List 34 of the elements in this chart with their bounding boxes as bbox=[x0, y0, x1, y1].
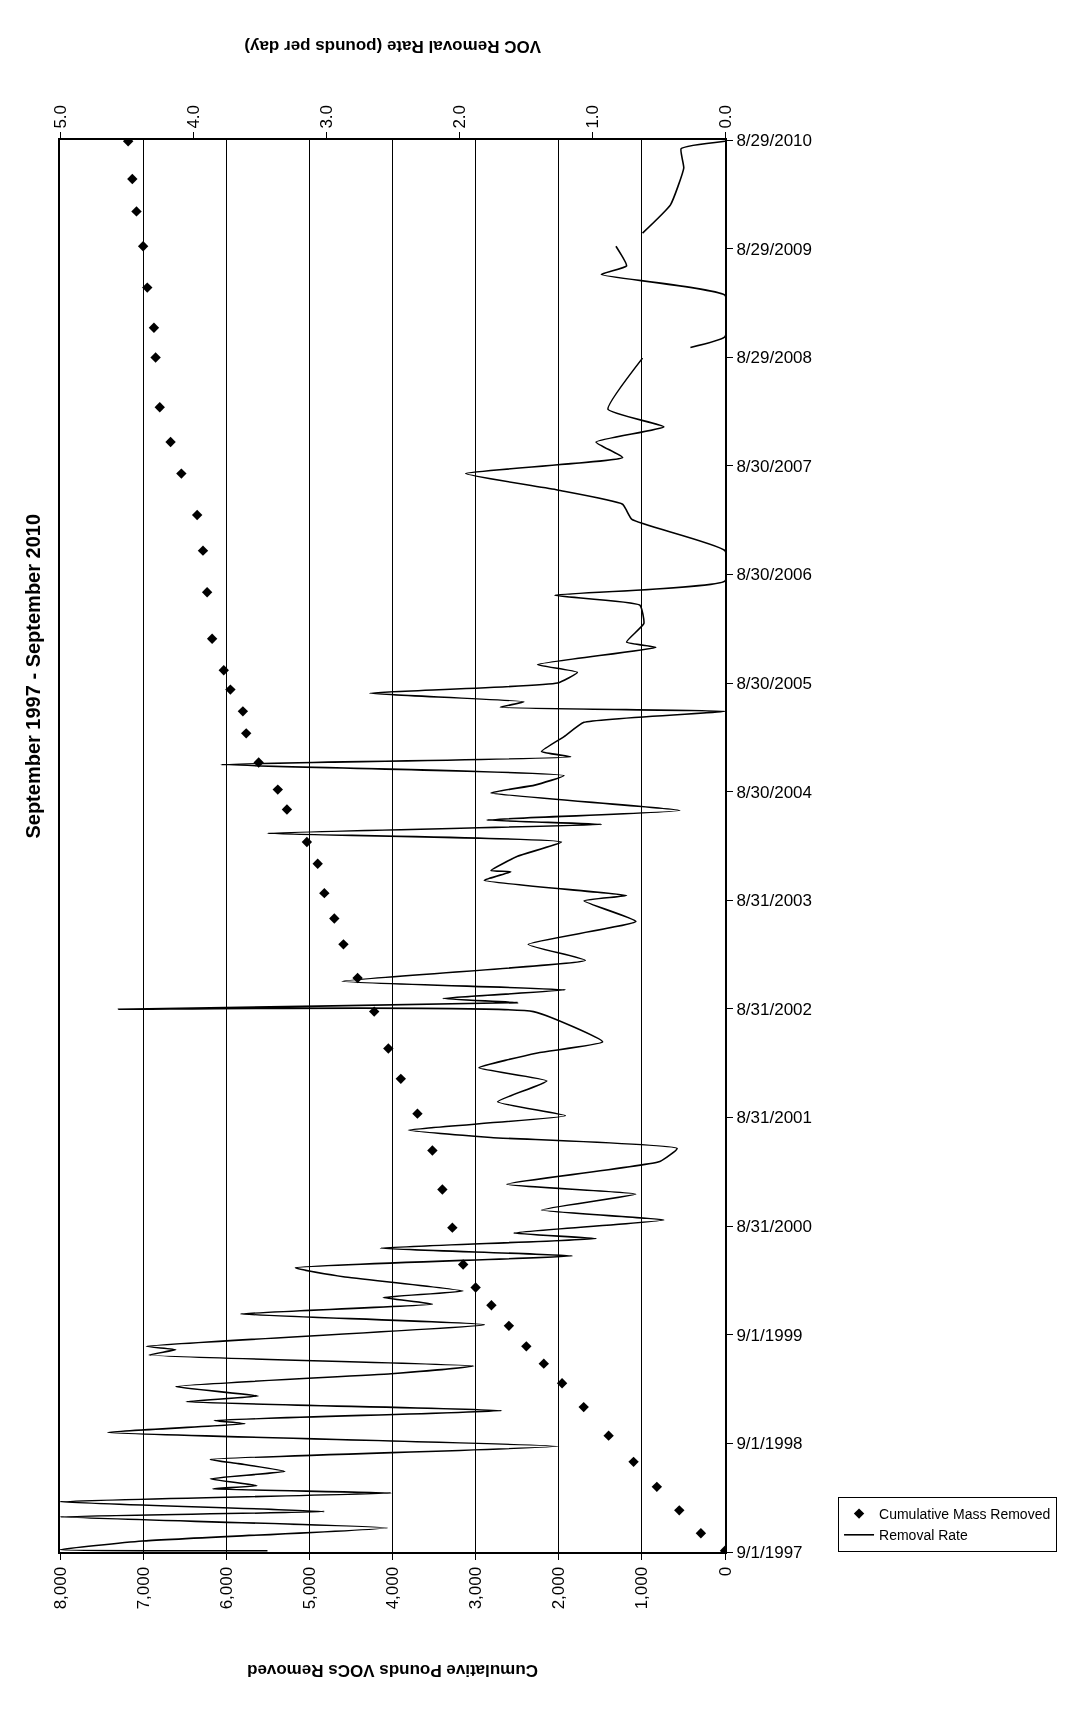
y-tick-label: 8/30/2004 bbox=[736, 782, 813, 802]
x2-tick-label: 1.0 bbox=[582, 104, 602, 129]
x-axis-title: Cumulative Pounds VOCs Removed bbox=[247, 1661, 538, 1680]
y-tick-label: 8/30/2006 bbox=[736, 565, 813, 585]
y-tick-label: 8/29/2010 bbox=[736, 130, 813, 150]
y-tick-label: 8/31/2003 bbox=[736, 891, 813, 911]
x-tick-label: 4,000 bbox=[383, 1566, 403, 1610]
y-tick-label: 9/1/1998 bbox=[736, 1434, 803, 1454]
y-tick-label: 8/31/2002 bbox=[736, 999, 813, 1019]
x-tick-label: 5,000 bbox=[299, 1566, 319, 1610]
x2-tick-label: 0.0 bbox=[715, 104, 735, 129]
x-tick-label: 3,000 bbox=[466, 1566, 486, 1610]
x-tick-label: 6,000 bbox=[216, 1566, 236, 1610]
text: September 1997 - September 2010 bbox=[22, 513, 45, 839]
x-tick-label: 2,000 bbox=[549, 1566, 569, 1610]
y-tick-label: 9/1/1997 bbox=[736, 1542, 803, 1562]
x-tick-label: 1,000 bbox=[632, 1566, 652, 1610]
y-tick-label: 8/31/2000 bbox=[736, 1217, 813, 1237]
x-tick-label: 0 bbox=[715, 1566, 735, 1577]
x-tick-label: 7,000 bbox=[133, 1566, 153, 1610]
x2-tick-label: 3.0 bbox=[316, 104, 336, 129]
y-tick-label: 8/30/2005 bbox=[736, 674, 813, 694]
legend-label: Cumulative Mass Removed bbox=[879, 1506, 1051, 1523]
x2-axis-title: VOC Removal Rate (pounds per day) bbox=[244, 37, 541, 56]
legend-label: Removal Rate bbox=[879, 1527, 968, 1544]
y-tick-label: 9/1/1999 bbox=[736, 1325, 803, 1345]
x2-tick-label: 5.0 bbox=[50, 104, 70, 129]
y-tick-label: 8/31/2001 bbox=[736, 1108, 813, 1128]
y-tick-label: 8/30/2007 bbox=[736, 456, 813, 476]
y-tick-label: 8/29/2008 bbox=[736, 348, 813, 368]
y-tick-label: 8/29/2009 bbox=[736, 239, 813, 259]
x-tick-label: 8,000 bbox=[50, 1566, 70, 1610]
x2-tick-label: 2.0 bbox=[449, 104, 469, 129]
x2-tick-label: 4.0 bbox=[183, 104, 203, 129]
